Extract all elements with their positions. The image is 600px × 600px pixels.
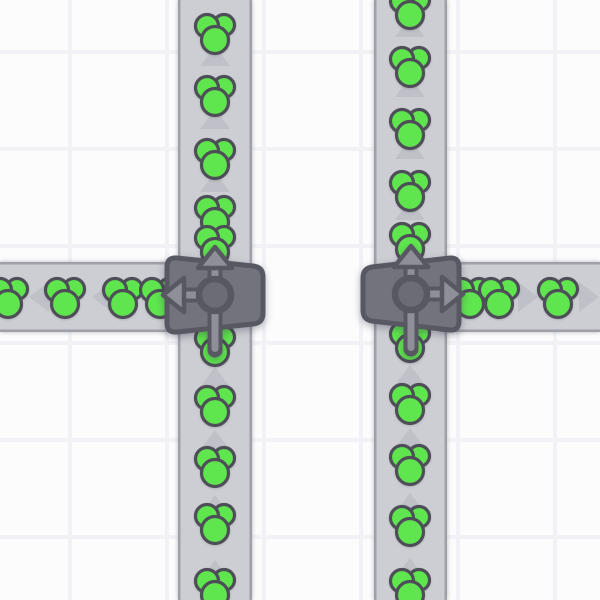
machine-output-arrow-up bbox=[391, 243, 431, 270]
item-green-cluster bbox=[0, 276, 30, 320]
item-ball bbox=[199, 86, 231, 118]
belt-direction-arrow-up bbox=[395, 428, 425, 448]
item-ball bbox=[199, 396, 231, 428]
item-green-cluster bbox=[477, 276, 521, 320]
item-green-cluster bbox=[193, 384, 237, 428]
belt-direction-arrow-up bbox=[200, 172, 230, 192]
machine-center-ring bbox=[391, 274, 431, 314]
item-green-cluster bbox=[193, 502, 237, 546]
item-ball bbox=[394, 57, 426, 89]
belt-direction-arrow-right bbox=[579, 282, 599, 312]
item-green-cluster bbox=[193, 567, 237, 600]
item-green-cluster bbox=[388, 169, 432, 213]
machine-output-arrow-up bbox=[195, 244, 235, 271]
item-ball bbox=[542, 288, 574, 320]
item-green-cluster bbox=[388, 107, 432, 151]
item-green-cluster bbox=[388, 567, 432, 600]
belt-direction-arrow-up bbox=[200, 109, 230, 129]
item-ball bbox=[0, 288, 24, 320]
item-green-cluster bbox=[388, 382, 432, 426]
item-green-cluster bbox=[388, 0, 432, 31]
item-green-cluster bbox=[193, 137, 237, 181]
item-ball bbox=[199, 149, 231, 181]
belt-direction-arrow-up bbox=[200, 430, 230, 450]
item-ball bbox=[394, 516, 426, 548]
belt-direction-arrow-right bbox=[518, 282, 538, 312]
item-ball bbox=[394, 394, 426, 426]
belt-direction-arrow-up bbox=[200, 46, 230, 66]
item-ball bbox=[394, 119, 426, 151]
belt-direction-arrow-up bbox=[395, 365, 425, 385]
splitter-machine-left[interactable] bbox=[160, 244, 266, 358]
item-ball bbox=[394, 0, 426, 31]
belt-direction-arrow-up bbox=[200, 367, 230, 387]
item-ball bbox=[199, 514, 231, 546]
item-green-cluster bbox=[193, 12, 237, 56]
item-ball bbox=[394, 181, 426, 213]
belt-edge-line bbox=[440, 262, 600, 265]
belt-edge-line bbox=[0, 262, 190, 265]
item-green-cluster bbox=[193, 74, 237, 118]
item-green-cluster bbox=[43, 276, 87, 320]
item-ball bbox=[394, 579, 426, 600]
splitter-machine-right[interactable] bbox=[360, 243, 466, 357]
item-green-cluster bbox=[193, 445, 237, 489]
machine-output-arrow-right bbox=[439, 274, 466, 314]
item-ball bbox=[107, 288, 139, 320]
item-green-cluster bbox=[101, 276, 145, 320]
item-green-cluster bbox=[388, 45, 432, 89]
item-ball bbox=[199, 24, 231, 56]
item-ball bbox=[483, 288, 515, 320]
item-green-cluster bbox=[388, 504, 432, 548]
item-green-cluster bbox=[448, 276, 492, 320]
belt-edge-line bbox=[0, 329, 190, 332]
item-ball bbox=[394, 455, 426, 487]
belt-edge-line bbox=[440, 329, 600, 332]
machine-center-ring bbox=[195, 275, 235, 315]
item-green-cluster bbox=[388, 443, 432, 487]
machine-output-arrow-left bbox=[160, 275, 187, 315]
item-ball bbox=[199, 579, 231, 600]
item-ball bbox=[49, 288, 81, 320]
item-ball bbox=[199, 457, 231, 489]
item-green-cluster bbox=[536, 276, 580, 320]
